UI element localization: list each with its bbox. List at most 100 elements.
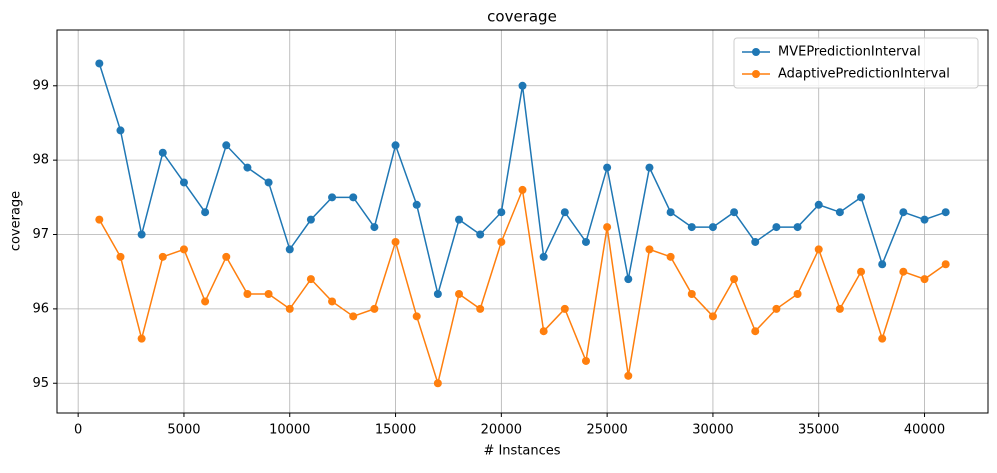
point (455, 290, 464, 299)
legend-marker (752, 70, 760, 78)
chart-title: coverage (487, 8, 557, 26)
point (116, 252, 125, 261)
point (285, 304, 294, 313)
point (328, 193, 337, 202)
point (941, 260, 950, 269)
point (814, 245, 823, 254)
point (708, 312, 717, 321)
point (222, 252, 231, 261)
x-tick-label: 0 (74, 423, 82, 438)
legend-label: MVEPredictionInterval (778, 45, 921, 60)
point (708, 223, 717, 232)
point (687, 223, 696, 232)
point (306, 275, 315, 284)
point (539, 327, 548, 336)
point (730, 208, 739, 217)
x-tick-label: 35000 (798, 423, 839, 438)
point (412, 200, 421, 209)
point (518, 81, 527, 90)
legend-box (733, 37, 979, 89)
point (539, 252, 548, 261)
point (201, 297, 210, 306)
point (518, 185, 527, 194)
point (158, 252, 167, 261)
point (899, 267, 908, 276)
point (793, 223, 802, 232)
point (835, 304, 844, 313)
point (941, 208, 950, 217)
point (476, 304, 485, 313)
point (878, 334, 887, 343)
legend-label: AdaptivePredictionInterval (778, 67, 950, 82)
point (391, 141, 400, 150)
x-tick-label: 5000 (167, 423, 200, 438)
point (581, 356, 590, 365)
point (581, 237, 590, 246)
point (264, 290, 273, 299)
y-tick-label: 99 (32, 78, 49, 93)
point (814, 200, 823, 209)
point (412, 312, 421, 321)
point (920, 275, 929, 284)
point (666, 208, 675, 217)
x-tick-label: 40000 (904, 423, 945, 438)
x-tick-label: 30000 (692, 423, 733, 438)
point (857, 267, 866, 276)
point (137, 230, 146, 239)
point (222, 141, 231, 150)
point (920, 215, 929, 224)
point (899, 208, 908, 217)
y-axis-label: coverage (9, 191, 24, 251)
point (857, 193, 866, 202)
y-tick-label: 97 (32, 227, 49, 242)
point (370, 304, 379, 313)
point (772, 223, 781, 232)
point (179, 245, 188, 254)
point (560, 208, 569, 217)
y-tick-label: 95 (32, 376, 49, 391)
point (624, 371, 633, 380)
point (772, 304, 781, 313)
point (603, 163, 612, 172)
point (455, 215, 464, 224)
point (201, 208, 210, 217)
point (306, 215, 315, 224)
point (116, 126, 125, 135)
point (793, 290, 802, 299)
point (835, 208, 844, 217)
point (560, 304, 569, 313)
point (137, 334, 146, 343)
point (179, 178, 188, 187)
point (751, 237, 760, 246)
point (95, 215, 104, 224)
point (391, 237, 400, 246)
point (243, 290, 252, 299)
point (264, 178, 273, 187)
point (433, 379, 442, 388)
point (370, 223, 379, 232)
y-tick-label: 96 (32, 301, 49, 316)
x-tick-label: 10000 (269, 423, 310, 438)
point (645, 163, 654, 172)
point (878, 260, 887, 269)
point (730, 275, 739, 284)
legend-marker (752, 48, 760, 56)
point (624, 275, 633, 284)
point (328, 297, 337, 306)
point (603, 223, 612, 232)
point (497, 208, 506, 217)
plot-frame (56, 29, 989, 414)
point (687, 290, 696, 299)
point (285, 245, 294, 254)
point (476, 230, 485, 239)
point (158, 148, 167, 157)
point (645, 245, 654, 254)
point (433, 290, 442, 299)
point (95, 59, 104, 68)
point (243, 163, 252, 172)
x-tick-label: 25000 (586, 423, 627, 438)
point (497, 237, 506, 246)
x-tick-label: 20000 (481, 423, 522, 438)
point (666, 252, 675, 261)
